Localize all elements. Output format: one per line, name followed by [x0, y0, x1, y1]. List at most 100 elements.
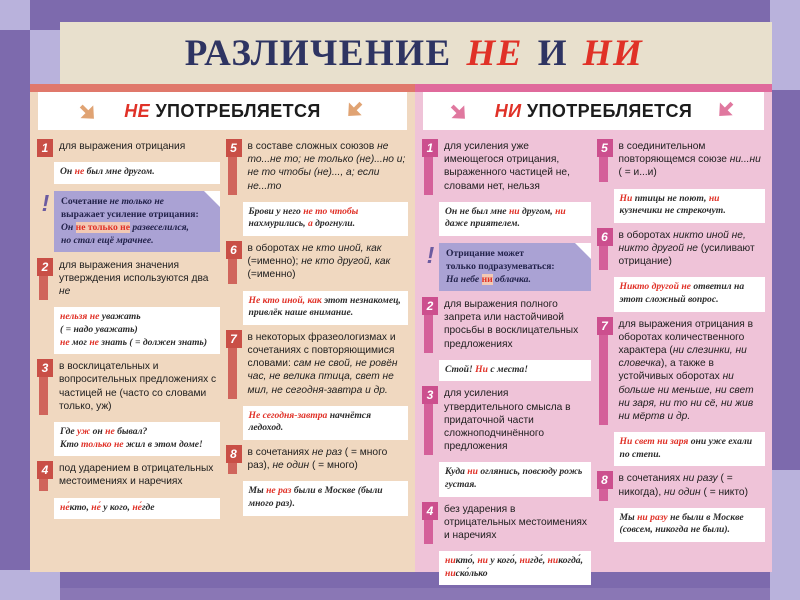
- rule-text: для усиления уже имеющегося отрицания, в…: [444, 141, 570, 192]
- rule-number-badge: 5: [596, 139, 613, 157]
- rule-accent-bar: [598, 139, 608, 182]
- rule-item-ni-4: 4 без ударения в отрицательных местоимени…: [422, 501, 591, 545]
- rule-accent-bar: [39, 257, 48, 301]
- rule-item-ni-2: 2 для выражения полного запрета или насто…: [422, 297, 591, 353]
- rule-text: в сочетаниях не раз ( = много раз), не о…: [247, 447, 388, 472]
- page-fold-corner: [203, 190, 220, 207]
- section-ne-top-band: [30, 84, 415, 92]
- title-word-ni: НИ: [582, 32, 644, 74]
- rule-number-badge: 1: [37, 139, 53, 157]
- rule-item-ne-4: 4 под ударением в отрицательных местоимен…: [37, 461, 220, 491]
- rule-item-ni-8: 8 в сочетаниях ни разу ( = никогда), ни о…: [596, 471, 766, 501]
- rule-number-tab: 3: [37, 359, 54, 415]
- rule-item-ne-7: 7 в некоторых фразеологизмах и сочетаниях…: [225, 329, 409, 399]
- rule-number-tab: 5: [225, 139, 243, 195]
- rule-number-tab: 5: [596, 139, 614, 182]
- rule-accent-bar: [598, 316, 608, 426]
- rule-item-ne-1: 1 для выражения отрицания: [37, 139, 220, 157]
- rule-number-badge: 5: [225, 139, 242, 157]
- example-box-ni-5: Ни птицы не поют, ни кузнечики не стреко…: [613, 188, 765, 223]
- rule-accent-bar: [227, 329, 237, 399]
- rule-accent-bar: [598, 227, 608, 271]
- section-ni-header-rest: УПОТРЕБЛЯЕТСЯ: [526, 100, 693, 121]
- example-box-ne-1: Он не был мне другом.: [54, 162, 220, 184]
- section-ni-column-2: 5 в соединительном повторяющемся союзе ни…: [596, 139, 766, 590]
- rule-number-badge: 1: [422, 139, 438, 157]
- rule-accent-bar: [39, 359, 48, 415]
- rule-number-badge: 3: [422, 386, 438, 405]
- rule-text: для выражения отрицания в оборотах колич…: [618, 318, 754, 423]
- rule-text: в оборотах никто иной не, никто другой н…: [618, 229, 755, 268]
- decor-block-top-right: [770, 0, 800, 90]
- section-ne-column-1: 1 для выражения отрицания Он не был мне др…: [37, 139, 220, 524]
- rule-number-tab: 4: [422, 501, 439, 545]
- rule-number-tab: 2: [422, 297, 439, 353]
- rule-number-tab: 2: [37, 257, 54, 301]
- exclamation-icon: !: [41, 189, 50, 216]
- section-ne: НЕ УПОТРЕБЛЯЕТСЯ 1 для выражения отрицани…: [30, 84, 415, 572]
- rule-accent-bar: [227, 241, 237, 284]
- attention-note-ne: ! Сочетание не только не выражает усиление…: [37, 189, 220, 252]
- attention-note-body: Сочетание не только не выражает усиление …: [54, 190, 220, 252]
- rule-text: для выражения отрицания: [59, 141, 186, 152]
- section-ne-columns: 1 для выражения отрицания Он не был мне др…: [30, 130, 415, 524]
- rule-accent-bar: [227, 139, 237, 195]
- rule-text: в восклицательных и вопросительных предл…: [59, 361, 217, 412]
- example-box-ni-3: Куда ни оглянись, повсюду рожь густая.: [439, 462, 591, 497]
- example-box-ne-5: Брови у него не то чтобы нахмурились, а …: [242, 201, 408, 236]
- rule-number-tab: 1: [422, 139, 439, 195]
- rule-item-ne-3: 3 в восклицательных и вопросительных пред…: [37, 359, 220, 415]
- section-ne-column-2: 5 в составе сложных союзов не то...не то;…: [225, 139, 409, 524]
- rule-accent-bar: [424, 386, 433, 456]
- rule-number-tab: 1: [37, 139, 54, 157]
- example-box-ne-3: Где уж он не бывал? Кто только не жил в э…: [54, 422, 220, 457]
- example-box-ni-8: Мы ни разу не были в Москве (совсем, ник…: [613, 507, 765, 542]
- rule-number-tab: 8: [225, 445, 243, 475]
- page-title: РАЗЛИЧЕНИЕ НЕ И НИ: [185, 32, 648, 75]
- example-box-ne-2: нельзя не уважать( = надо уважать) не мог…: [54, 307, 220, 355]
- rule-text: в составе сложных союзов не то...не то; …: [247, 141, 406, 192]
- title-word-i: И: [537, 32, 568, 74]
- decor-block-right: [770, 470, 800, 600]
- rule-item-ne-2: 2 для выражения значения утверждения испо…: [37, 257, 220, 301]
- section-ne-keyword: НЕ: [124, 100, 151, 121]
- decor-block-top-left: [0, 0, 30, 30]
- section-ni-columns: 1 для усиления уже имеющегося отрицания, …: [415, 130, 772, 590]
- rule-text: без ударения в отрицательных местоимения…: [444, 503, 588, 542]
- section-ne-header-text: НЕ УПОТРЕБЛЯЕТСЯ: [124, 101, 321, 122]
- decor-block-bottom-left: [0, 570, 60, 600]
- rule-number-badge: 4: [37, 461, 53, 480]
- rule-number-tab: 8: [596, 471, 614, 501]
- arrow-left-down-icon: [719, 100, 734, 116]
- rule-number-badge: 2: [422, 297, 438, 315]
- rule-number-tab: 7: [225, 329, 243, 399]
- example-box-ni-6: Никто другой не ответил на этот сложный …: [613, 277, 765, 312]
- rule-number-tab: 3: [422, 386, 439, 456]
- example-box-ni-2: Стой! Ни с места!: [439, 359, 591, 382]
- section-ni: НИ УПОТРЕБЛЯЕТСЯ 1 для усиления уже имеющ…: [415, 84, 772, 586]
- section-ni-keyword: НИ: [494, 100, 522, 121]
- section-ne-header-rest: УПОТРЕБЛЯЕТСЯ: [155, 100, 321, 121]
- rule-number-badge: 7: [225, 329, 242, 348]
- rule-number-badge: 4: [422, 501, 438, 520]
- rule-text: для усиления утвердительного смысла в пр…: [444, 388, 571, 453]
- rule-item-ne-5: 5 в составе сложных союзов не то...не то;…: [225, 139, 409, 195]
- arrow-left-down-icon: [348, 100, 363, 116]
- rule-number-tab: 6: [225, 241, 243, 284]
- rule-number-badge: 7: [596, 316, 613, 335]
- decor-block-bottom: [60, 588, 800, 600]
- rule-number-badge: 6: [225, 241, 242, 259]
- rule-number-badge: 8: [596, 471, 613, 490]
- section-ni-header-text: НИ УПОТРЕБЛЯЕТСЯ: [495, 101, 693, 122]
- example-box-ne-6: Не кто иной, как этот незнакомец, привлё…: [242, 290, 408, 325]
- rule-item-ni-5: 5 в соединительном повторяющемся союзе ни…: [596, 139, 766, 182]
- rule-item-ne-6: 6 в оборотах не кто иной, как (=именно); …: [225, 241, 409, 284]
- page-fold-corner: [574, 243, 591, 259]
- rule-number-badge: 2: [37, 257, 53, 276]
- rule-number-badge: 3: [37, 359, 53, 378]
- rule-item-ni-7: 7 для выражения отрицания в оборотах коли…: [596, 316, 766, 426]
- example-box-ne-4: не́кто, не́ у кого, не́где: [54, 497, 220, 520]
- rule-accent-bar: [424, 297, 433, 353]
- rule-text: для выражения значения утверждения испол…: [59, 259, 209, 298]
